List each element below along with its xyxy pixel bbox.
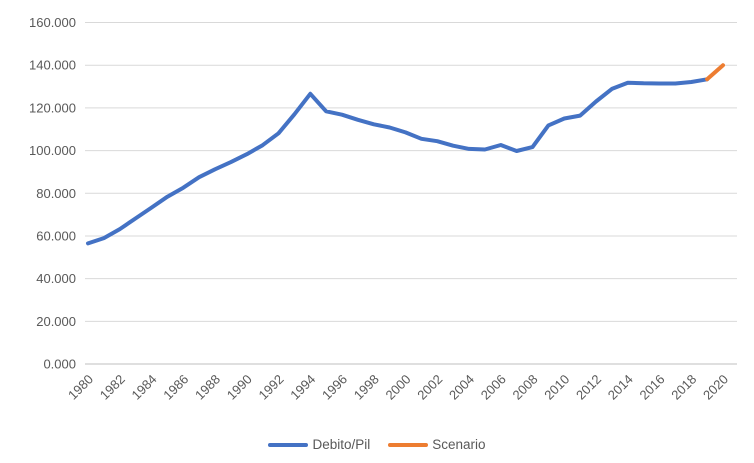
x-tick-label: 2014 <box>605 372 636 403</box>
x-tick-label: 1980 <box>65 372 96 403</box>
scenario-line <box>705 63 725 82</box>
x-tick-label: 2012 <box>573 372 604 403</box>
y-tick-label: 20.000 <box>36 314 76 329</box>
y-tick-label: 0.000 <box>43 357 76 372</box>
x-tick-label: 2018 <box>668 372 699 403</box>
x-tick-label: 2002 <box>414 372 445 403</box>
legend-label-scenario: Scenario <box>432 437 486 452</box>
x-tick-label: 2008 <box>510 372 541 403</box>
legend-item-debito-pil: Debito/Pil <box>268 437 370 452</box>
x-tick-label: 1992 <box>256 372 287 403</box>
x-tick-label: 2016 <box>637 372 668 403</box>
y-tick-label: 80.000 <box>36 186 76 201</box>
debito-pil-line <box>86 77 710 246</box>
x-tick-label: 1984 <box>129 372 160 403</box>
y-tick-label: 40.000 <box>36 271 76 286</box>
y-tick-label: 140.000 <box>29 58 76 73</box>
x-tick-label: 2010 <box>541 372 572 403</box>
y-tick-label: 60.000 <box>36 228 76 243</box>
chart-legend: Debito/Pil Scenario <box>0 437 754 452</box>
x-tick-label: 1986 <box>160 372 191 403</box>
x-tick-label: 2000 <box>383 372 414 403</box>
x-tick-label: 1990 <box>224 372 255 403</box>
legend-swatch-scenario-icon <box>388 442 429 447</box>
legend-swatch-debito-pil-icon <box>268 442 309 447</box>
x-tick-label: 1996 <box>319 372 350 403</box>
y-tick-label: 160.000 <box>29 15 76 30</box>
legend-item-scenario: Scenario <box>388 437 486 452</box>
x-tick-label: 2006 <box>478 372 509 403</box>
y-tick-label: 100.000 <box>29 143 76 158</box>
x-tick-label: 2004 <box>446 372 477 403</box>
x-tick-label: 1994 <box>287 372 318 403</box>
y-tick-label: 120.000 <box>29 100 76 115</box>
chart-plot-area: 0.000 20.000 40.000 60.000 80.000 100.000 120.… <box>29 15 737 403</box>
x-tick-label: 1998 <box>351 372 382 403</box>
x-tick-label: 2020 <box>700 372 731 403</box>
x-tick-label: 1988 <box>192 372 223 403</box>
x-tick-label: 1982 <box>97 372 128 403</box>
legend-label-debito-pil: Debito/Pil <box>312 437 371 452</box>
